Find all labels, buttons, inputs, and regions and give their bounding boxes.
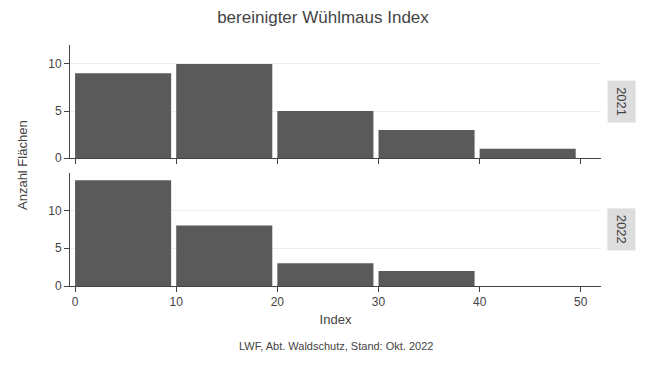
svg-text:10: 10	[48, 204, 62, 218]
svg-text:0: 0	[55, 279, 62, 293]
svg-text:30: 30	[372, 295, 386, 309]
svg-text:Index: Index	[320, 312, 352, 327]
svg-text:LWF, Abt. Waldschutz, Stand: O: LWF, Abt. Waldschutz, Stand: Okt. 2022	[239, 340, 433, 352]
svg-text:40: 40	[473, 295, 487, 309]
svg-text:0: 0	[72, 295, 79, 309]
svg-text:10: 10	[48, 57, 62, 71]
svg-text:20: 20	[271, 295, 285, 309]
svg-text:50: 50	[574, 295, 588, 309]
svg-text:5: 5	[55, 104, 62, 118]
svg-text:bereinigter Wühlmaus Index: bereinigter Wühlmaus Index	[217, 8, 429, 27]
svg-text:5: 5	[55, 241, 62, 255]
svg-text:2021: 2021	[614, 87, 629, 116]
svg-text:0: 0	[55, 151, 62, 165]
svg-text:2022: 2022	[614, 215, 629, 244]
svg-text:10: 10	[170, 295, 184, 309]
svg-text:Anzahl Flächen: Anzahl Flächen	[15, 120, 30, 210]
